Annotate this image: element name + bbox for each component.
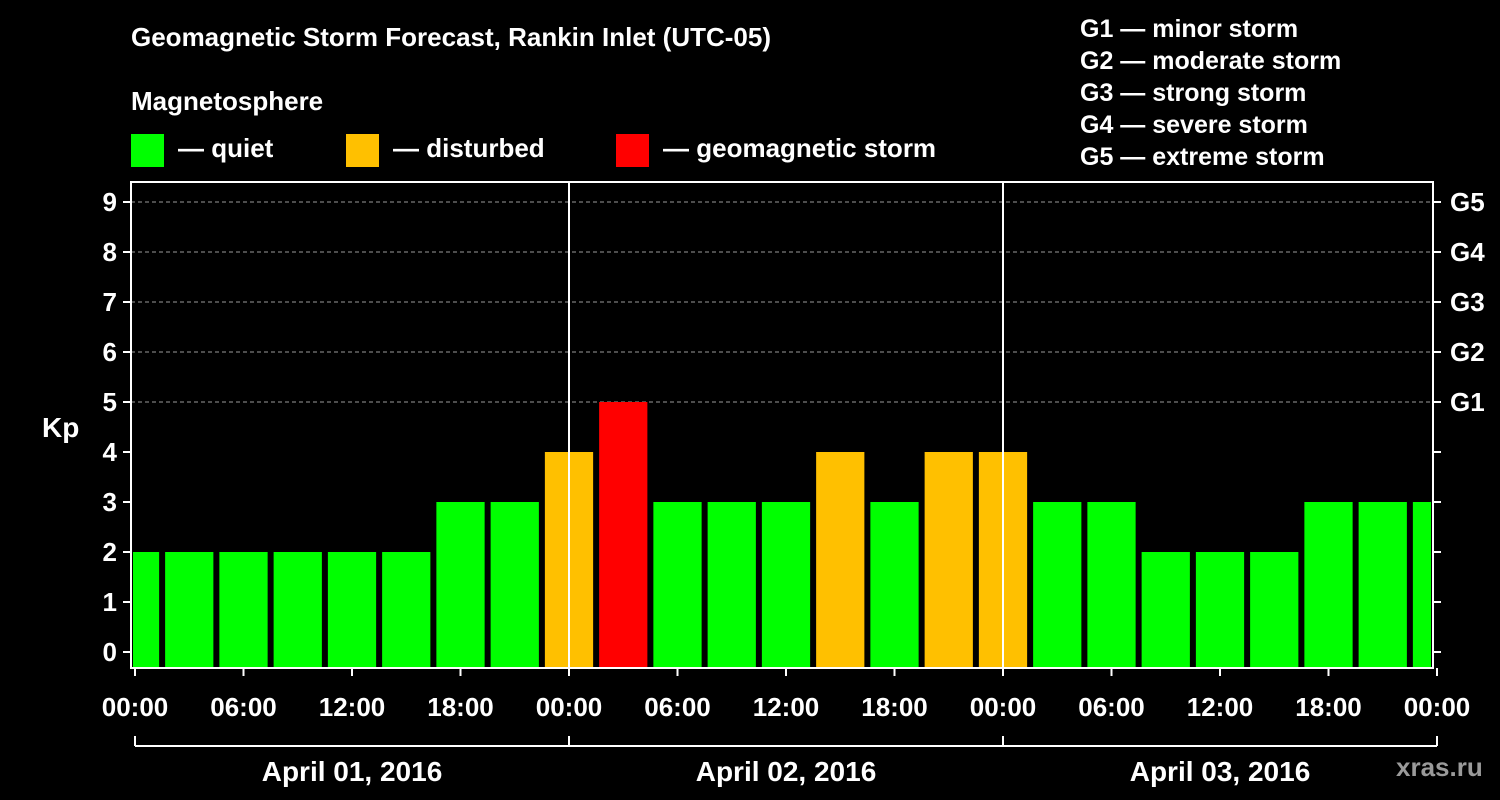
x-tick-label-12: 00:00 bbox=[1404, 692, 1471, 722]
x-tick-label-2: 12:00 bbox=[319, 692, 386, 722]
g-scale-item-g5: G5 — extreme storm bbox=[1080, 143, 1325, 171]
x-tick-label-7: 18:00 bbox=[861, 692, 928, 722]
x-tick-label-1: 06:00 bbox=[210, 692, 277, 722]
y-tick-label-5: 5 bbox=[103, 387, 117, 417]
x-tick-label-9: 06:00 bbox=[1078, 692, 1145, 722]
bar-0 bbox=[133, 552, 160, 668]
bar-24 bbox=[1412, 502, 1431, 668]
chart-title: Geomagnetic Storm Forecast, Rankin Inlet… bbox=[131, 22, 772, 52]
bar-20 bbox=[1195, 552, 1245, 668]
bar-7 bbox=[490, 502, 539, 668]
bar-18 bbox=[1087, 502, 1136, 668]
x-tick-label-6: 12:00 bbox=[753, 692, 820, 722]
bar-3 bbox=[273, 552, 322, 668]
y-tick-label-7: 7 bbox=[103, 287, 117, 317]
bar-23 bbox=[1358, 502, 1407, 668]
plot-frame bbox=[130, 181, 1434, 669]
x-tick-label-5: 06:00 bbox=[644, 692, 711, 722]
bar-15 bbox=[924, 452, 973, 668]
bar-2 bbox=[219, 552, 268, 668]
date-label-0: April 01, 2016 bbox=[262, 756, 443, 787]
legend-swatch-disturbed bbox=[346, 134, 379, 167]
x-tick-label-11: 18:00 bbox=[1295, 692, 1362, 722]
g-scale-item-g1: G1 — minor storm bbox=[1080, 15, 1299, 43]
bar-13 bbox=[816, 452, 865, 668]
legend-label-disturbed: — disturbed bbox=[393, 133, 545, 163]
legend-swatch-storm bbox=[616, 134, 649, 167]
date-label-2: April 03, 2016 bbox=[1130, 756, 1311, 787]
legend-swatch-quiet bbox=[131, 134, 164, 167]
y-axis-label: Kp bbox=[42, 412, 80, 443]
y-tick-label-0: 0 bbox=[103, 637, 117, 667]
y-tick-label-6: 6 bbox=[103, 337, 117, 367]
x-tick-label-0: 00:00 bbox=[102, 692, 169, 722]
bar-5 bbox=[382, 552, 431, 668]
bar-4 bbox=[327, 552, 377, 668]
y-tick-label-9: 9 bbox=[103, 187, 117, 217]
g-scale-item-g3: G3 — strong storm bbox=[1080, 79, 1307, 107]
bar-14 bbox=[870, 502, 919, 668]
y-tick-label-1: 1 bbox=[103, 587, 117, 617]
bar-22 bbox=[1304, 502, 1353, 668]
x-tick-label-4: 00:00 bbox=[536, 692, 603, 722]
y-tick-label-3: 3 bbox=[103, 487, 117, 517]
bar-19 bbox=[1141, 552, 1190, 668]
bar-6 bbox=[436, 502, 485, 668]
bar-11 bbox=[707, 502, 756, 668]
legend-label-quiet: — quiet bbox=[178, 133, 274, 163]
y-tick-label-2: 2 bbox=[103, 537, 117, 567]
g-level-label-g2: G2 bbox=[1450, 337, 1485, 367]
bar-9 bbox=[599, 402, 648, 668]
y-tick-label-8: 8 bbox=[103, 237, 117, 267]
date-label-1: April 02, 2016 bbox=[696, 756, 877, 787]
g-level-label-g4: G4 bbox=[1450, 237, 1485, 267]
g-level-label-g5: G5 bbox=[1450, 187, 1485, 217]
g-level-label-g3: G3 bbox=[1450, 287, 1485, 317]
bar-21 bbox=[1250, 552, 1299, 668]
g-level-label-g1: G1 bbox=[1450, 387, 1485, 417]
g-scale-item-g2: G2 — moderate storm bbox=[1080, 47, 1342, 75]
bar-1 bbox=[165, 552, 214, 668]
x-tick-label-10: 12:00 bbox=[1187, 692, 1254, 722]
watermark: xras.ru bbox=[1396, 752, 1483, 782]
x-tick-label-3: 18:00 bbox=[427, 692, 494, 722]
g-scale-item-g4: G4 — severe storm bbox=[1080, 111, 1308, 139]
bar-17 bbox=[1033, 502, 1082, 668]
bar-10 bbox=[653, 502, 702, 668]
bar-12 bbox=[761, 502, 811, 668]
legend-label-storm: — geomagnetic storm bbox=[663, 133, 937, 163]
y-tick-label-4: 4 bbox=[103, 437, 118, 467]
x-tick-label-8: 00:00 bbox=[970, 692, 1037, 722]
legend-heading: Magnetosphere bbox=[131, 86, 324, 116]
